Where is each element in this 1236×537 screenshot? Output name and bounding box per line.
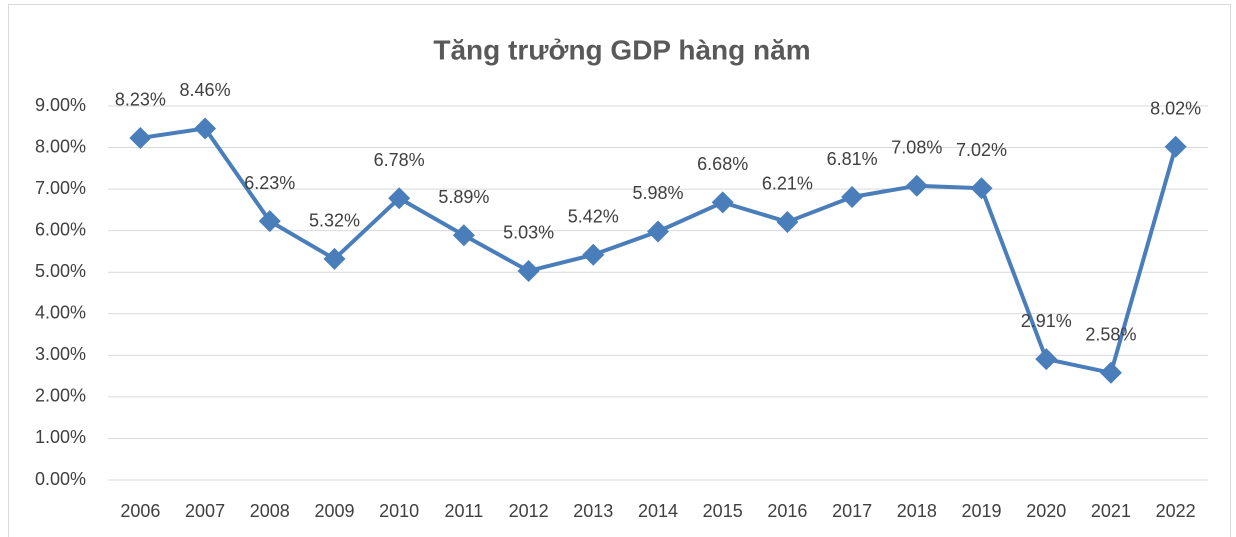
x-tick-label: 2007: [185, 501, 225, 521]
data-marker: [776, 210, 799, 233]
data-label: 7.02%: [956, 140, 1007, 160]
data-marker: [1164, 135, 1187, 158]
data-label: 6.81%: [827, 149, 878, 169]
x-tick-label: 2017: [832, 501, 872, 521]
x-tick-label: 2020: [1026, 501, 1066, 521]
data-marker: [129, 126, 152, 149]
data-label: 8.46%: [180, 80, 231, 100]
chart-title: Tăng trưởng GDP hàng năm: [433, 34, 810, 65]
data-marker: [905, 174, 928, 197]
data-label: 6.68%: [697, 154, 748, 174]
data-marker: [323, 247, 346, 270]
data-marker: [647, 220, 669, 243]
data-marker: [841, 186, 864, 209]
x-tick-label: 2011: [445, 501, 484, 521]
data-label: 5.32%: [309, 211, 360, 231]
data-marker: [1099, 361, 1122, 384]
data-marker: [452, 224, 475, 247]
data-label: 6.78%: [374, 150, 425, 170]
data-label: 6.21%: [762, 174, 813, 194]
data-label: 6.23%: [244, 173, 295, 193]
x-tick-label: 2015: [703, 501, 743, 521]
y-tick-label: 2.00%: [35, 386, 86, 406]
data-label: 2.58%: [1085, 325, 1136, 345]
data-marker: [711, 191, 734, 214]
y-tick-label: 7.00%: [35, 178, 86, 198]
x-tick-label: 2009: [314, 501, 354, 521]
data-label: 8.02%: [1150, 98, 1201, 118]
data-label: 5.03%: [503, 223, 554, 243]
x-tick-label: 2022: [1156, 501, 1196, 521]
data-label: 5.89%: [438, 187, 489, 207]
x-tick-label: 2016: [767, 501, 807, 521]
data-label: 2.91%: [1021, 311, 1072, 331]
x-tick-label: 2012: [509, 501, 549, 521]
data-label: 7.08%: [891, 138, 942, 158]
y-tick-label: 8.00%: [35, 136, 86, 156]
y-tick-label: 1.00%: [35, 427, 86, 447]
data-label: 5.98%: [632, 183, 683, 203]
y-tick-label: 4.00%: [35, 303, 86, 323]
x-tick-label: 2014: [638, 501, 678, 521]
y-tick-label: 0.00%: [35, 469, 86, 489]
chart-frame: [8, 4, 1231, 537]
data-marker: [388, 187, 411, 210]
data-marker: [517, 259, 540, 282]
y-tick-label: 5.00%: [35, 261, 86, 281]
x-tick-label: 2021: [1091, 501, 1131, 521]
data-label: 5.42%: [568, 207, 619, 227]
data-marker: [1035, 348, 1058, 371]
data-marker: [970, 177, 993, 200]
data-marker: [582, 243, 605, 266]
data-marker: [258, 210, 281, 233]
x-tick-label: 2010: [379, 501, 419, 521]
x-tick-label: 2013: [573, 501, 613, 521]
x-tick-label: 2018: [897, 501, 937, 521]
data-label: 8.23%: [115, 90, 166, 110]
y-tick-label: 3.00%: [35, 344, 86, 364]
x-tick-label: 2008: [250, 501, 290, 521]
data-marker: [194, 117, 217, 140]
y-tick-label: 9.00%: [35, 95, 86, 115]
y-tick-label: 6.00%: [35, 219, 86, 239]
x-tick-label: 2019: [962, 501, 1002, 521]
x-tick-label: 2006: [120, 501, 160, 521]
